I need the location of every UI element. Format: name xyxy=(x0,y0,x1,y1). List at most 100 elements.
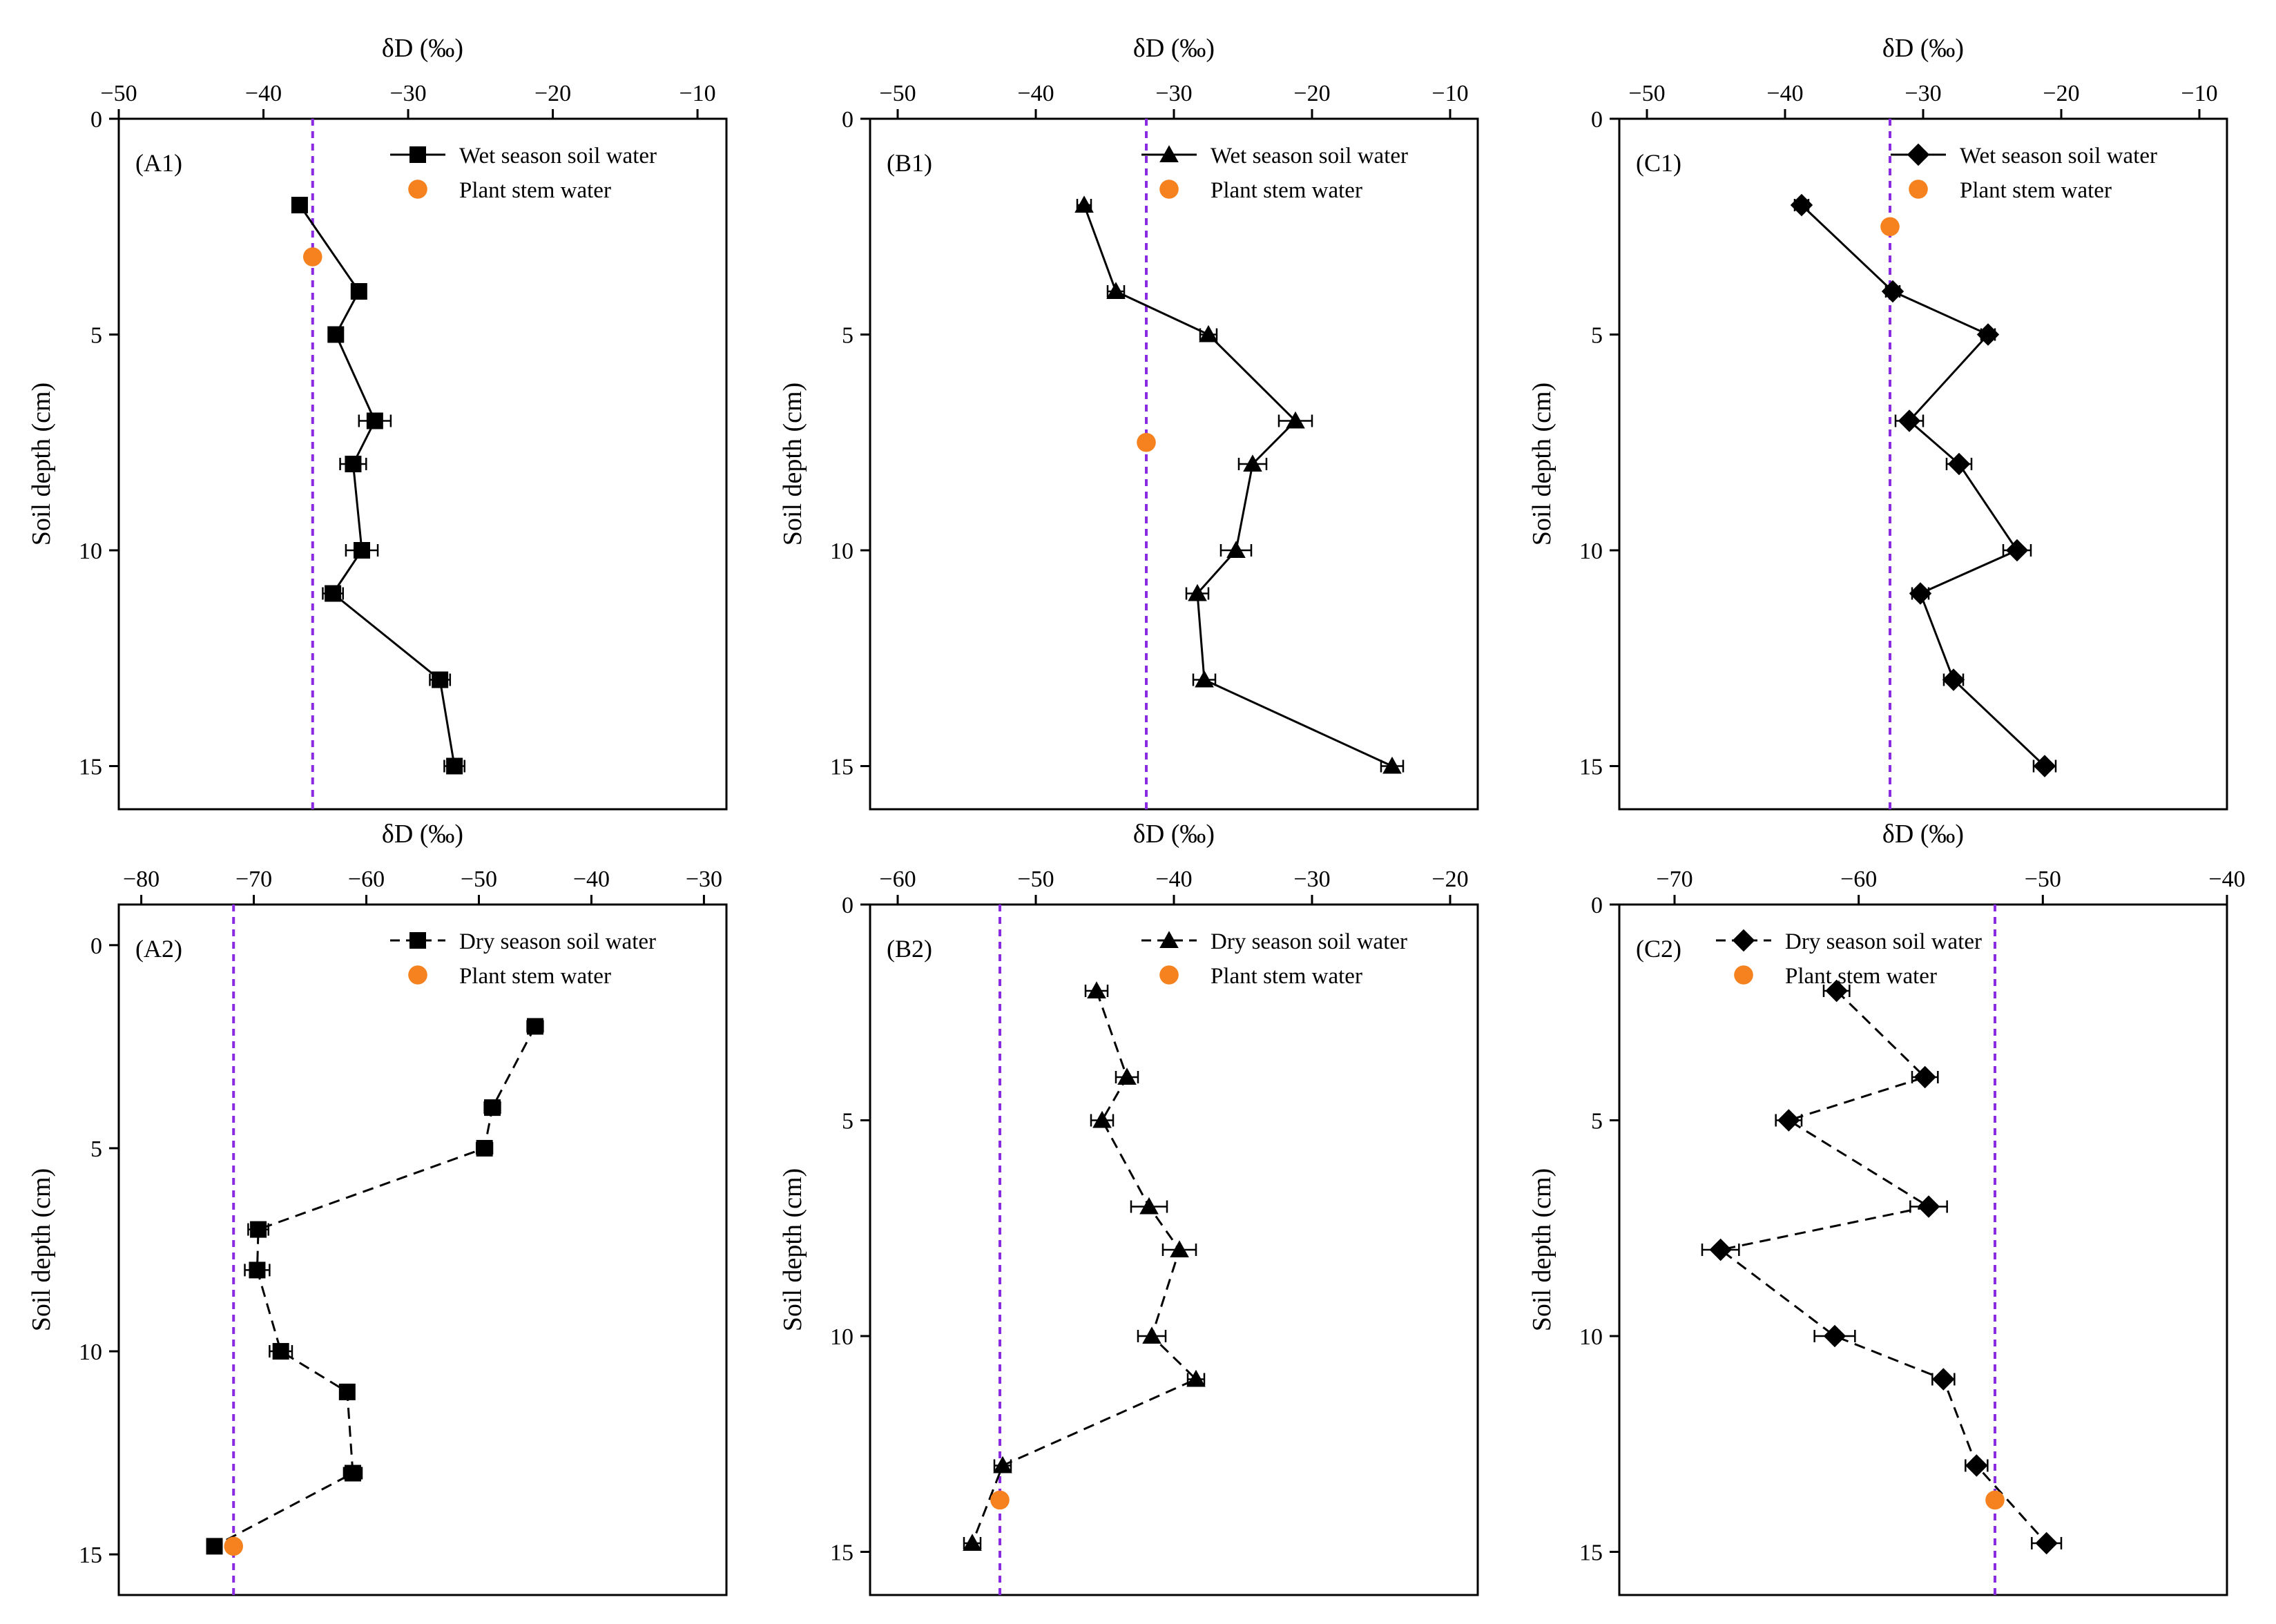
legend-marker xyxy=(1732,929,1755,952)
x-tick-label: −60 xyxy=(879,867,916,892)
x-tick-label: −40 xyxy=(1017,81,1054,106)
data-point xyxy=(1382,756,1402,774)
data-point xyxy=(1976,323,2000,346)
legend-marker xyxy=(408,965,427,985)
data-point xyxy=(272,1343,289,1360)
legend-marker xyxy=(1159,145,1179,163)
x-tick-label: −20 xyxy=(534,81,571,106)
legend-label: Dry season soil water xyxy=(1211,929,1407,954)
data-point xyxy=(344,1464,361,1482)
series-1 xyxy=(963,981,1206,1552)
series-line xyxy=(1800,204,2046,767)
data-point xyxy=(1917,1195,1940,1218)
data-point xyxy=(526,1018,543,1035)
y-tick-label: 0 xyxy=(90,934,102,959)
data-point xyxy=(327,326,345,343)
x-tick-label: −50 xyxy=(1628,81,1665,106)
legend-label: Plant stem water xyxy=(1211,964,1362,989)
legend-label: Wet season soil water xyxy=(1211,144,1408,168)
x-tick-label: −60 xyxy=(1840,867,1877,892)
y-tick-label: 15 xyxy=(1579,755,1603,780)
y-tick-label: 15 xyxy=(1579,1540,1603,1566)
stem-water-point xyxy=(302,247,322,267)
data-point xyxy=(1913,1065,1936,1089)
y-tick-label: 10 xyxy=(79,1340,102,1365)
plot-frame xyxy=(1618,117,2228,811)
x-tick-label: −40 xyxy=(1155,867,1192,892)
series-2 xyxy=(990,1490,1010,1510)
x-tick-label: −40 xyxy=(1766,81,1803,106)
y-tick-label: 10 xyxy=(1579,1324,1603,1350)
chart-panel-1: −50 −40 −30 −20 −10 0 5 10 15 δD (‰) Soil depth (c… xyxy=(27,34,728,811)
data-point xyxy=(1932,1368,1955,1391)
x-tick-label: −20 xyxy=(1431,867,1468,892)
legend-label: Plant stem water xyxy=(459,964,611,989)
legend-label: Plant stem water xyxy=(459,178,611,203)
data-point xyxy=(1106,282,1126,300)
panel-label: (A1) xyxy=(135,149,182,177)
y-axis-label: Soil depth (cm) xyxy=(778,383,807,545)
data-point xyxy=(1898,409,1921,432)
legend-label: Plant stem water xyxy=(1960,178,2112,203)
y-tick-label: 5 xyxy=(842,1109,854,1134)
y-axis-label: Soil depth (cm) xyxy=(1527,383,1556,545)
legend-label: Wet season soil water xyxy=(459,144,657,168)
data-point xyxy=(291,197,308,213)
plot-frame xyxy=(1618,903,2228,1596)
legend-label: Plant stem water xyxy=(1785,964,1937,989)
data-point xyxy=(1777,1109,1800,1132)
x-tick-label: −40 xyxy=(2208,867,2245,892)
data-point xyxy=(325,585,342,602)
data-point xyxy=(1825,979,1848,1003)
legend: Dry season soil water Plant stem water xyxy=(1141,929,1407,989)
x-tick-label: −10 xyxy=(679,81,716,106)
panel-label: (B1) xyxy=(887,149,932,177)
panel-label: (B2) xyxy=(887,935,932,963)
x-axis-label: δD (‰) xyxy=(1133,34,1215,63)
legend-marker xyxy=(1909,180,1928,199)
x-tick-label: −30 xyxy=(1904,81,1941,106)
panel-label: (C2) xyxy=(1636,935,1681,963)
y-tick-label: 0 xyxy=(1591,107,1603,133)
y-tick-label: 0 xyxy=(90,107,102,133)
y-tick-label: 15 xyxy=(830,1540,854,1566)
data-point xyxy=(1199,325,1218,342)
x-tick-label: −30 xyxy=(686,867,722,892)
x-axis-label: δD (‰) xyxy=(1882,820,1964,849)
stem-water-point xyxy=(1137,432,1156,452)
x-tick-label: −30 xyxy=(1293,867,1330,892)
plot-frame xyxy=(869,117,1479,811)
x-tick-label: −50 xyxy=(2025,867,2061,892)
data-point xyxy=(2005,539,2029,562)
y-tick-label: 5 xyxy=(90,323,102,349)
y-tick-label: 5 xyxy=(1591,323,1603,349)
x-axis-label: δD (‰) xyxy=(382,820,463,849)
data-point xyxy=(350,283,367,300)
legend: Wet season soil water Plant stem water xyxy=(390,144,657,203)
panel-label: (C1) xyxy=(1636,149,1681,177)
x-tick-label: −80 xyxy=(123,867,160,892)
series-1 xyxy=(291,197,466,775)
legend-label: Wet season soil water xyxy=(1960,144,2157,168)
data-point xyxy=(1170,1240,1189,1258)
legend: Wet season soil water Plant stem water xyxy=(1141,144,1408,203)
y-tick-label: 0 xyxy=(1591,893,1603,918)
legend: Dry season soil water Plant stem water xyxy=(390,929,656,989)
y-axis-label: Soil depth (cm) xyxy=(27,383,56,545)
data-point xyxy=(446,757,463,775)
data-point xyxy=(1139,1197,1159,1215)
data-point xyxy=(1092,1110,1112,1128)
legend-marker xyxy=(1907,143,1930,166)
data-point xyxy=(2035,1531,2058,1555)
y-axis-label: Soil depth (cm) xyxy=(1527,1168,1556,1331)
y-axis-label: Soil depth (cm) xyxy=(778,1168,807,1331)
data-point xyxy=(1188,583,1207,601)
x-tick-label: −40 xyxy=(245,81,282,106)
data-point xyxy=(963,1534,982,1552)
stem-water-point xyxy=(1880,217,1900,237)
data-point xyxy=(1965,1454,1988,1477)
x-tick-label: −70 xyxy=(235,867,272,892)
stem-water-point xyxy=(990,1490,1010,1510)
data-point xyxy=(338,1383,356,1400)
x-tick-label: −50 xyxy=(879,81,916,106)
